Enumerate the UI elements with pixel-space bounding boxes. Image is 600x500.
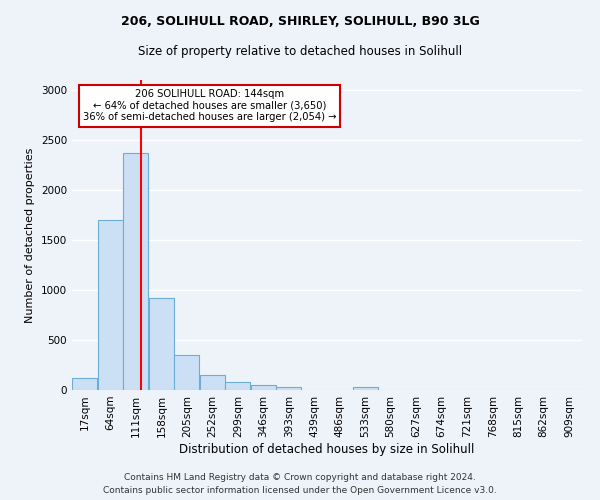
Bar — [277, 386, 301, 390]
Bar — [72, 378, 97, 390]
Bar — [124, 153, 148, 390]
Bar — [200, 375, 225, 390]
Text: 206, SOLIHULL ROAD, SHIRLEY, SOLIHULL, B90 3LG: 206, SOLIHULL ROAD, SHIRLEY, SOLIHULL, B… — [121, 15, 479, 28]
Y-axis label: Number of detached properties: Number of detached properties — [25, 148, 35, 322]
Text: 206 SOLIHULL ROAD: 144sqm
← 64% of detached houses are smaller (3,650)
36% of se: 206 SOLIHULL ROAD: 144sqm ← 64% of detac… — [83, 90, 337, 122]
Bar — [226, 382, 250, 390]
Text: Size of property relative to detached houses in Solihull: Size of property relative to detached ho… — [138, 45, 462, 58]
Bar — [251, 384, 276, 390]
X-axis label: Distribution of detached houses by size in Solihull: Distribution of detached houses by size … — [179, 442, 475, 456]
Bar — [175, 355, 199, 390]
Text: Contains public sector information licensed under the Open Government Licence v3: Contains public sector information licen… — [103, 486, 497, 495]
Bar — [98, 220, 123, 390]
Bar — [149, 298, 174, 390]
Bar — [353, 387, 377, 390]
Text: Contains HM Land Registry data © Crown copyright and database right 2024.: Contains HM Land Registry data © Crown c… — [124, 474, 476, 482]
